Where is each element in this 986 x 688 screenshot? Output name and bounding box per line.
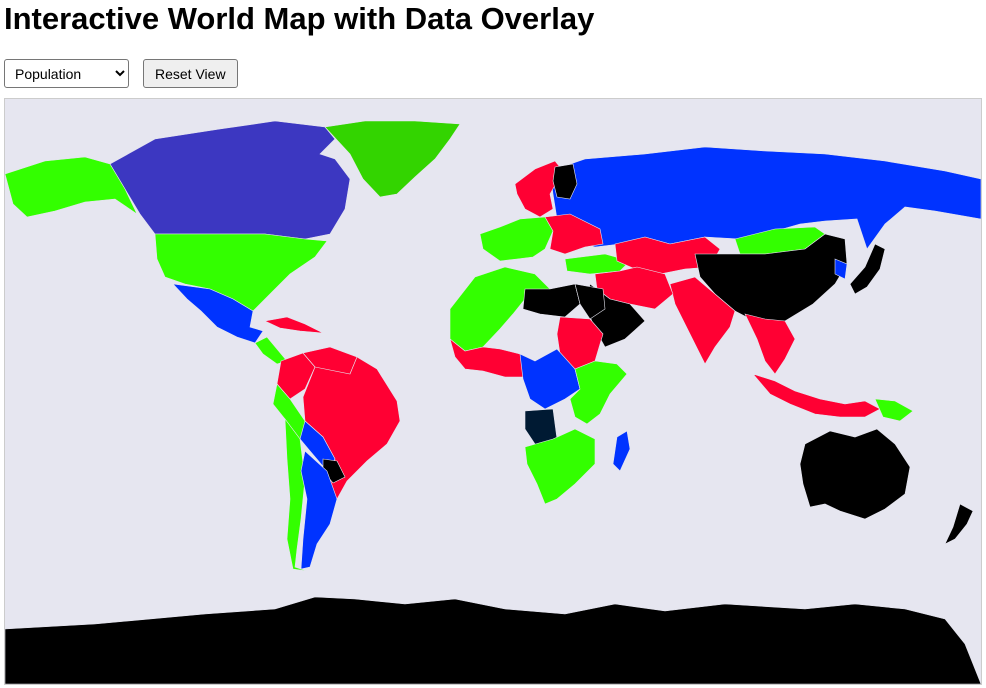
world-map[interactable] [4,98,982,685]
region-libya[interactable] [522,283,581,318]
region-finland[interactable] [552,163,578,200]
region-argentina[interactable] [300,450,338,570]
region-mexico[interactable] [172,283,264,344]
region-korea[interactable] [834,258,848,280]
world-map-canvas[interactable] [5,99,981,684]
region-central-africa[interactable] [519,348,581,410]
region-japan[interactable] [849,243,886,295]
region-alaska[interactable] [5,156,138,218]
region-united-states[interactable] [154,233,328,312]
region-madagascar[interactable] [612,430,631,472]
region-greenland[interactable] [324,120,461,198]
region-papua-new-guinea[interactable] [874,398,914,422]
region-caribbean[interactable] [264,316,324,334]
region-southeast-asia[interactable] [744,313,796,375]
region-antarctica[interactable] [5,596,981,684]
region-western-europe[interactable] [479,216,554,262]
region-eastern-europe[interactable] [544,213,604,255]
region-india[interactable] [669,276,736,365]
region-southern-africa[interactable] [524,428,596,505]
region-new-zealand[interactable] [944,503,974,545]
controls-bar: Population Reset View [4,59,238,88]
region-east-africa[interactable] [569,360,628,425]
region-russia[interactable] [549,146,981,250]
region-egypt[interactable] [574,283,606,320]
region-australia[interactable] [799,428,911,520]
region-scandinavia[interactable] [514,160,564,218]
reset-view-button[interactable]: Reset View [143,59,238,88]
page-title: Interactive World Map with Data Overlay [4,1,595,36]
metric-select[interactable]: Population [4,59,129,88]
